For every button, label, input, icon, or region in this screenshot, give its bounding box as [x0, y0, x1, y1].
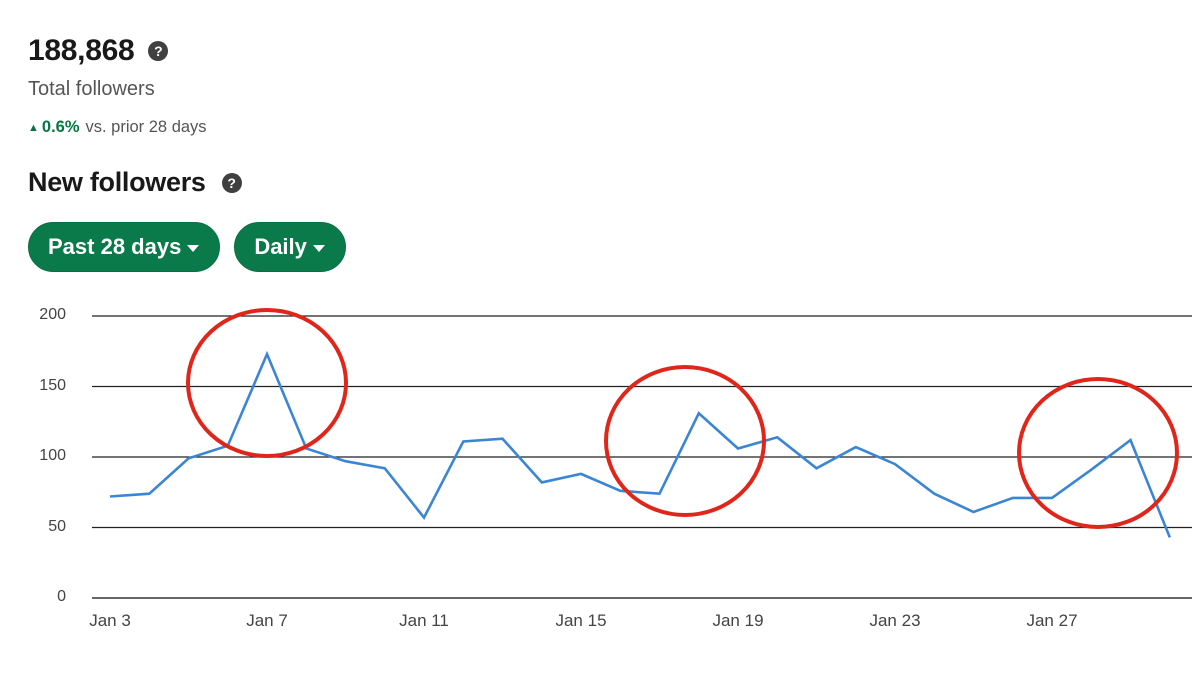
y-axis-label: 200 [39, 306, 66, 323]
change-indicator: ▲ 0.6% vs. prior 28 days [28, 118, 207, 137]
x-axis-label: Jan 27 [1026, 611, 1078, 630]
question-circle-icon[interactable]: ? [148, 41, 169, 61]
date-range-dropdown[interactable]: Past 28 days [28, 222, 221, 272]
x-axis-label: Jan 19 [712, 611, 764, 630]
caret-down-icon [312, 244, 325, 252]
change-percent: 0.6% [41, 118, 80, 136]
annotation-circle [186, 308, 348, 458]
date-range-label: Past 28 days [48, 234, 182, 259]
series-line [109, 350, 1172, 538]
total-followers-header: 188,868 ? [28, 34, 169, 68]
change-text: vs. prior 28 days [85, 118, 207, 136]
granularity-dropdown[interactable]: Daily [234, 222, 346, 272]
x-axis-label: Jan 3 [89, 611, 131, 630]
y-axis-label: 100 [39, 447, 66, 464]
caret-down-icon [187, 244, 200, 252]
section-title: New followers [28, 167, 206, 197]
trend-up-icon: ▲ [28, 121, 39, 134]
total-followers-value: 188,868 [28, 34, 135, 67]
x-axis-label: Jan 11 [399, 611, 449, 630]
annotation-circle [604, 365, 766, 517]
total-followers-label: Total followers [28, 78, 155, 100]
x-axis-label: Jan 7 [246, 611, 288, 630]
granularity-label: Daily [254, 234, 307, 259]
y-axis-label: 150 [39, 376, 66, 394]
x-axis-label: Jan 23 [869, 611, 921, 630]
question-circle-icon[interactable]: ? [221, 172, 242, 193]
y-axis-label: 50 [48, 517, 66, 535]
line-chart-plot [92, 308, 1192, 599]
y-axis-label: 0 [57, 588, 66, 605]
x-axis-label: Jan 15 [555, 611, 607, 630]
new-followers-chart: 0 50 100 150 200 Jan 3 Jan 7 Jan 11 Jan 15 Jan 19… [0, 300, 1200, 660]
annotation-circle [1017, 377, 1179, 529]
filter-bar: Past 28 days Daily [28, 222, 346, 272]
new-followers-heading: New followers ? [28, 167, 242, 198]
